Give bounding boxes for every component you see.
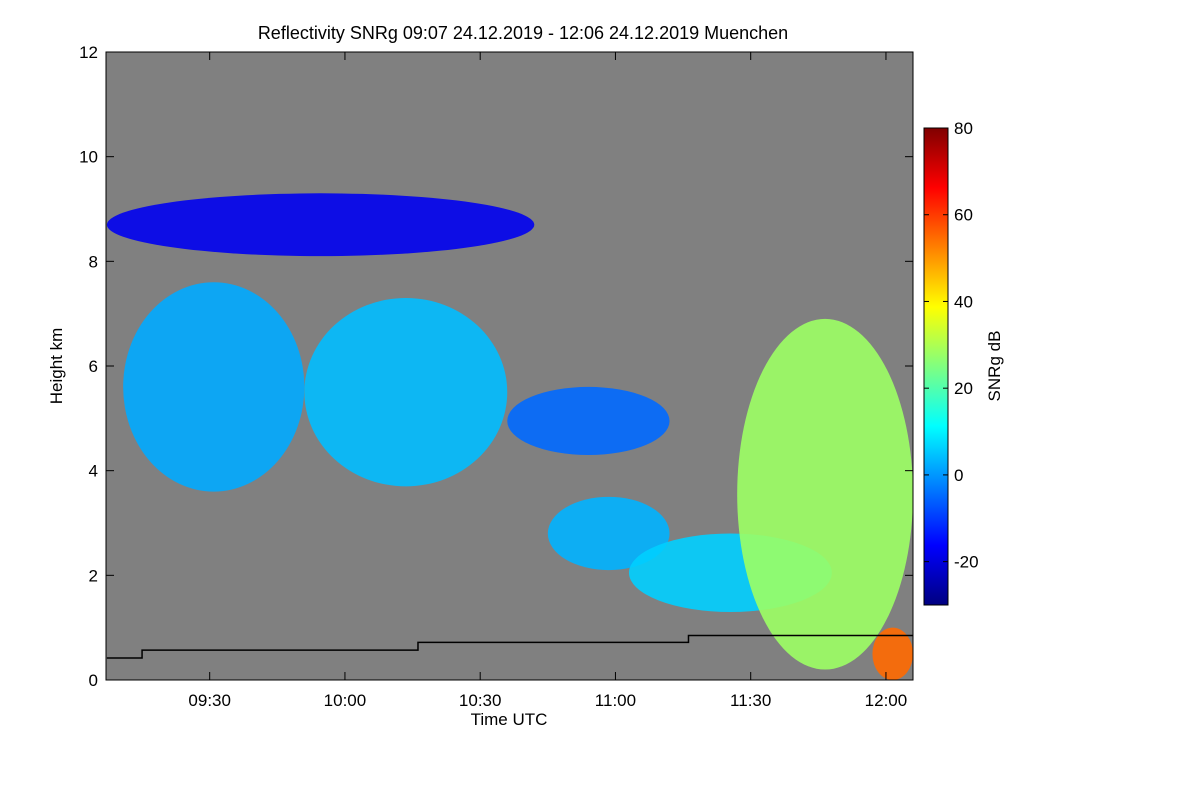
x-tick-label: 11:00 [595,691,636,710]
x-tick-label: 11:30 [730,691,771,710]
y-axis: 0 2 4 6 8 10 12 [79,43,913,690]
x-tick-label: 09:30 [188,691,231,710]
colorbar-tick-label: 60 [954,206,973,225]
colorbar-tick-label: 0 [954,466,963,485]
near-ground-precip [872,627,913,680]
x-axis-label: Time UTC [471,710,548,729]
x-tick-label: 10:30 [459,691,502,710]
east-convective-band [737,318,913,670]
main-cloud-band-mid [304,297,508,487]
black-step-line [106,634,913,659]
y-tick-label: 6 [89,357,98,376]
chart-title: Reflectivity SNRg 09:07 24.12.2019 - 12:… [258,23,788,43]
colorbar [923,127,949,606]
lower-cloud-1 [547,496,670,571]
x-tick-label: 10:00 [324,691,367,710]
x-axis: 09:30 10:00 10:30 11:00 11:30 12:00 [188,52,907,710]
colorbar-tick-label: 80 [954,119,973,138]
main-cloud-band-west [123,282,305,492]
main-cloud-band-east [507,386,670,455]
colorbar-label: SNRg dB [985,331,1004,402]
colorbar-tick-label: 40 [954,292,973,311]
y-tick-label: 2 [89,566,98,585]
x-tick-label: 12:00 [865,691,908,710]
heatmap-regions [106,193,913,680]
upper-cirrus-band [106,193,535,257]
colorbar-tick-label: 20 [954,379,973,398]
colorbar-ticks: -20 0 20 40 60 80 [924,119,979,572]
y-tick-label: 8 [89,252,98,271]
y-tick-label: 4 [89,462,98,481]
y-axis-label: Height km [47,328,66,405]
y-tick-label: 0 [89,671,98,690]
y-tick-label: 10 [79,148,98,167]
y-tick-label: 12 [79,43,98,62]
colorbar-tick-label: -20 [954,553,979,572]
